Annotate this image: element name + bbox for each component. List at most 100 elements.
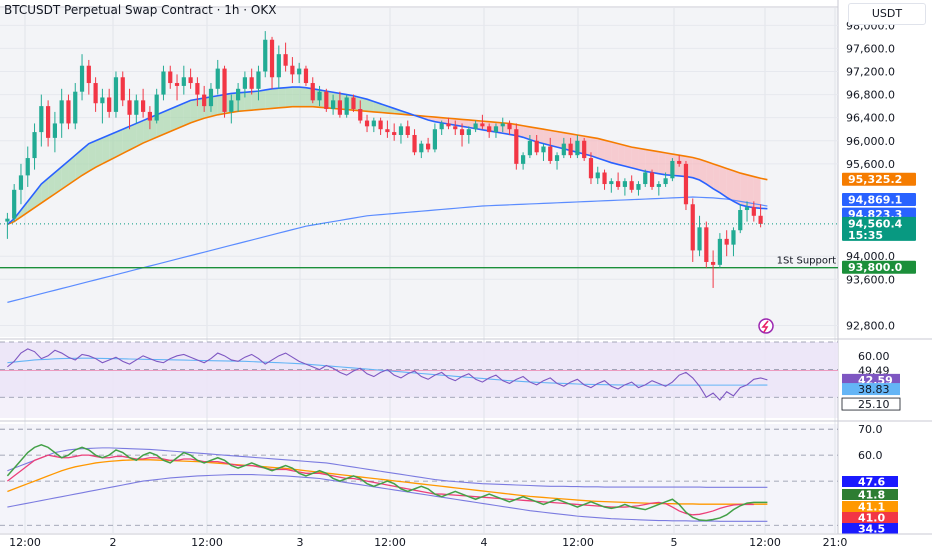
candle-body [174, 83, 180, 86]
candle-body [59, 100, 64, 124]
candle-body [453, 126, 458, 130]
candle-body [32, 132, 37, 159]
ma-cloud-segment [251, 91, 259, 111]
candle-body [595, 172, 600, 179]
candle-body [446, 123, 451, 127]
candle-body [534, 140, 539, 153]
candle-body [127, 100, 132, 115]
time-tick-label: 12:00 [374, 536, 406, 549]
candle-body [514, 129, 519, 164]
ma-cloud-segment [367, 99, 374, 112]
candle-body [724, 238, 729, 245]
ma-cloud-segment [394, 108, 401, 115]
candle-body [744, 207, 750, 211]
price-tick-label: 92,800.0 [846, 319, 895, 332]
price-tick-label: 94,000.0 [846, 250, 895, 263]
candle-body [181, 77, 186, 86]
ma-cloud-segment [523, 125, 530, 140]
candle-body [229, 100, 234, 112]
rsi-ma-tag-box [842, 383, 900, 396]
price-tag-box [842, 260, 916, 274]
time-tick-label: 3 [297, 536, 304, 549]
ma-cloud-segment [88, 140, 96, 172]
candle-body [269, 39, 275, 78]
ma-cloud-segment [550, 130, 558, 148]
candle-body [643, 172, 648, 185]
ma-cloud-segment [638, 148, 646, 172]
ma-cloud-segment [658, 151, 666, 175]
mfi-tick-label: 70.0 [858, 423, 883, 436]
candle-body [276, 54, 281, 78]
candle-body [663, 178, 668, 185]
ma-cloud-segment [278, 87, 286, 108]
candle-body [473, 123, 478, 130]
candle-body [141, 100, 146, 112]
logo-bolt [761, 320, 769, 333]
candle-body [622, 181, 627, 187]
ma-cloud-segment [272, 88, 279, 109]
candle-body [161, 71, 166, 95]
currency-button[interactable]: USDT [848, 3, 926, 25]
ma-cloud-segment [109, 132, 116, 161]
mfi-tag-box [842, 489, 898, 500]
ma-cloud-segment [747, 174, 754, 208]
mfi-tag-box [842, 501, 898, 512]
time-tick-label: 2 [110, 536, 117, 549]
price-tick-label: 95,600.0 [846, 158, 895, 171]
ma-cloud-segment [360, 97, 368, 112]
candle-body [412, 134, 417, 153]
candle-body [303, 68, 309, 84]
candle-body [215, 68, 220, 89]
mfi-tag-label: 41.0 [858, 512, 885, 525]
time-tick-label: 12:00 [9, 536, 41, 549]
ma-cloud-segment [604, 140, 612, 163]
ma-cloud-segment [285, 87, 293, 108]
price-tag-label: 94,560.4 [848, 217, 903, 230]
candle-body [677, 160, 682, 164]
candle-body [73, 91, 78, 124]
candle-body [297, 68, 302, 75]
ma-cloud-segment [652, 150, 659, 174]
candle-body [154, 94, 159, 121]
ma-cloud-segment [177, 103, 184, 129]
candle-body [731, 230, 736, 245]
ma-cloud-segment [753, 176, 761, 209]
candle-body [351, 97, 356, 110]
candle-body [337, 100, 342, 115]
price-tag-box [842, 172, 916, 186]
candle-body [100, 97, 105, 104]
rsi-tick-label: 25.10 [858, 398, 890, 411]
candle-body [426, 143, 431, 150]
candle-body [222, 68, 227, 112]
chart-title: BTCUSDT Perpetual Swap Contract · 1h · O… [4, 3, 277, 17]
candle-body [134, 100, 139, 115]
candle-body [717, 238, 722, 265]
candle-body [751, 207, 756, 216]
mfi-tag-label: 41.1 [858, 501, 885, 514]
ma-cloud-segment [692, 157, 700, 181]
candle-body [290, 65, 295, 75]
ma-cloud-segment [34, 184, 42, 208]
candle-body [39, 106, 44, 133]
time-tick-label: 12:00 [749, 536, 781, 549]
mfi-upper-band [7, 447, 768, 488]
rsi-tick-label: 60.00 [858, 350, 890, 363]
ma-cloud-segment [115, 129, 123, 157]
candle-body [588, 158, 594, 179]
candle-body [432, 129, 437, 150]
ma-cloud-segment [611, 141, 619, 165]
candle-body [324, 91, 329, 110]
candle-body [548, 146, 553, 161]
ma-cloud-segment [27, 192, 35, 213]
logo-circle [758, 318, 774, 334]
candle-body [188, 77, 193, 84]
candle-body [371, 120, 376, 127]
candle-body [25, 158, 30, 176]
candle-body [283, 54, 288, 66]
candle-body [541, 146, 546, 153]
candle-body [487, 126, 492, 133]
ma-cloud-segment [543, 129, 551, 146]
ma-cloud-segment [244, 91, 252, 111]
